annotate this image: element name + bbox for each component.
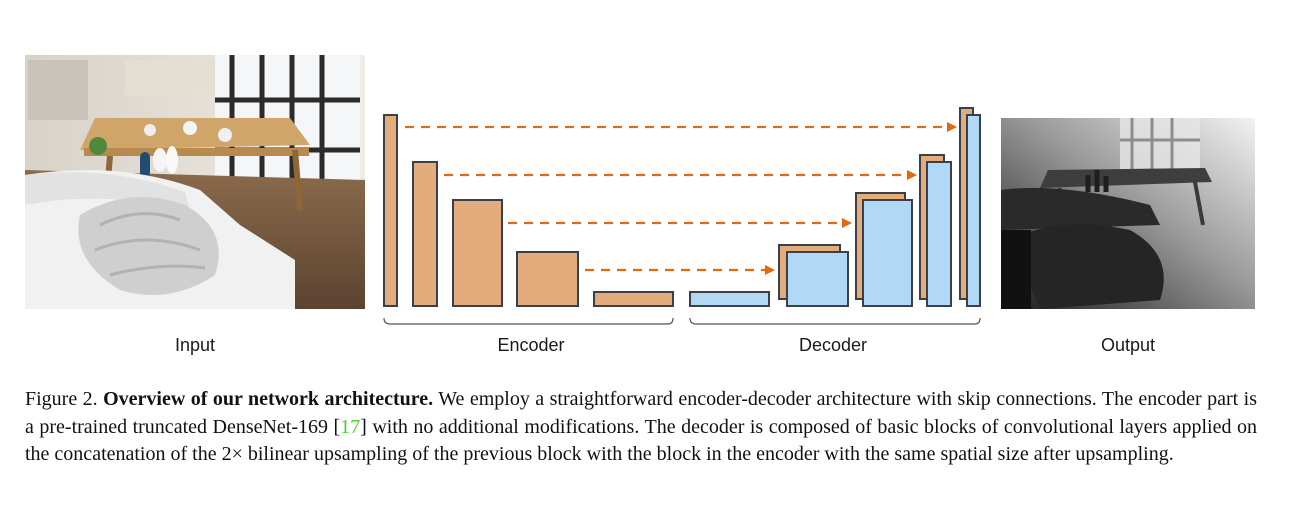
decoder-blocks [689, 107, 981, 307]
input-image [25, 55, 365, 309]
encoder-block-2 [412, 161, 438, 307]
output-depth-map [1001, 118, 1255, 309]
decoder-brace [689, 317, 981, 325]
braces [383, 317, 981, 325]
caption-text-2: ] with no additional modifications. The … [25, 415, 1257, 466]
figure-caption: Figure 2. Overview of our network archit… [25, 386, 1257, 469]
caption-text-1: We employ a straightforward encoder-deco… [25, 388, 1258, 438]
citation-link[interactable]: 17 [340, 415, 361, 438]
decoder-block-3 [862, 199, 913, 307]
output-label: Output [1100, 335, 1156, 355]
encoder-brace [383, 317, 674, 325]
encoder-block-4 [516, 251, 579, 307]
encoder-label: Encoder [497, 335, 565, 355]
decoder-block-5 [966, 114, 981, 307]
encoder-block-1 [383, 114, 398, 307]
encoder-block-5 [593, 291, 674, 307]
decoder-block-1 [689, 291, 770, 307]
input-label: Input [174, 335, 216, 355]
figure-number: Figure 2. [25, 388, 98, 410]
caption-title: Overview of our network architecture. [103, 388, 434, 410]
decoder-block-2 [786, 251, 849, 307]
decoder-label: Decoder [798, 335, 868, 355]
decoder-block-4 [926, 161, 952, 307]
encoder-block-3 [452, 199, 503, 307]
skip-connections [405, 122, 957, 275]
encoder-blocks [383, 114, 674, 307]
